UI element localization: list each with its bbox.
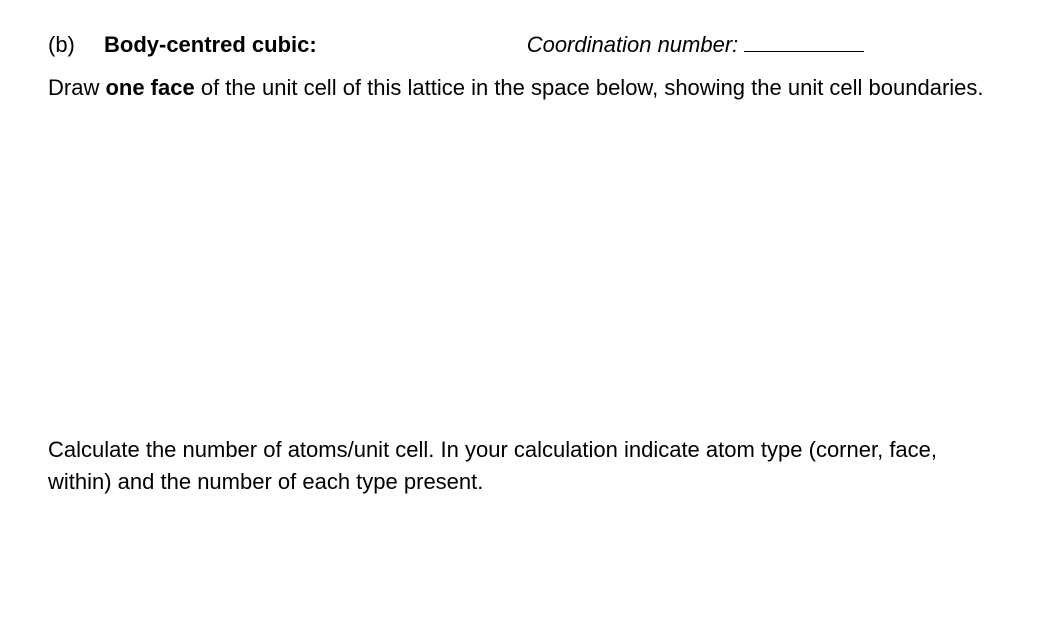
coordination-label: Coordination number: (527, 30, 739, 60)
draw-instruction: Draw one face of the unit cell of this l… (48, 72, 991, 104)
instruction-pre: Draw (48, 75, 105, 100)
instruction-post: of the unit cell of this lattice in the … (195, 75, 984, 100)
part-label: (b) (48, 30, 104, 60)
lattice-title: Body-centred cubic: (104, 30, 317, 60)
coordination-input-line[interactable] (744, 28, 864, 52)
worksheet-page: (b) Body-centred cubic: Coordination num… (0, 0, 1039, 623)
heading-row: (b) Body-centred cubic: Coordination num… (48, 28, 991, 60)
instruction-bold: one face (105, 75, 194, 100)
drawing-area[interactable] (48, 104, 991, 434)
coordination-block: Coordination number: (527, 28, 865, 60)
calculation-instruction: Calculate the number of atoms/unit cell.… (48, 434, 991, 498)
